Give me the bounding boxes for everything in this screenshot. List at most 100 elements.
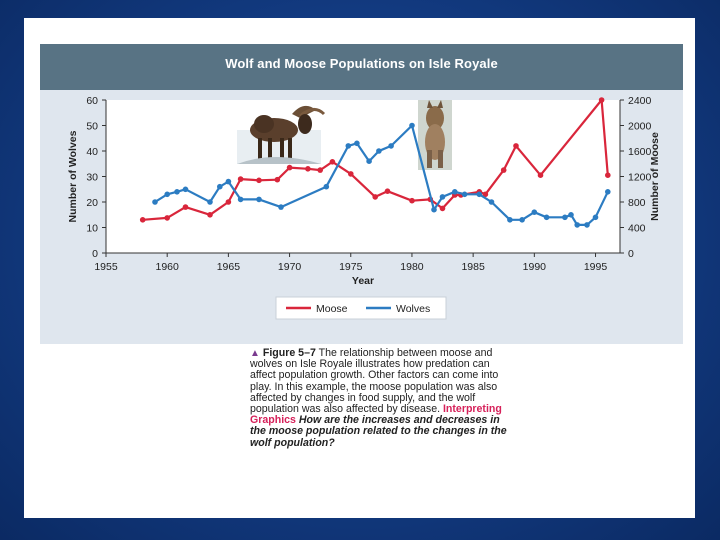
y-left-axis-title: Number of Wolves <box>67 130 79 222</box>
x-tick-label: 1965 <box>217 261 241 273</box>
y-right-tick-label: 1600 <box>628 146 652 158</box>
wolves-data-point <box>574 222 580 228</box>
wolves-data-point <box>592 214 599 221</box>
caption-text: The relationship between moose and wolve… <box>250 347 499 416</box>
wolves-data-point <box>507 217 513 223</box>
wolves-data-point <box>217 183 223 190</box>
x-tick-label: 1960 <box>156 261 180 273</box>
y-left-tick-label: 40 <box>86 146 98 158</box>
wolves-data-point <box>152 199 158 205</box>
x-tick-label: 1995 <box>584 261 608 273</box>
y-right-axis-title: Number of Moose <box>649 132 661 221</box>
moose-data-point <box>317 167 324 173</box>
y-left-tick-label: 30 <box>86 172 98 184</box>
legend-box <box>275 296 447 320</box>
y-right-tick-label: 1200 <box>628 172 652 184</box>
caption-question: How are the increases and decreases in t… <box>250 414 507 449</box>
wolves-data-point <box>531 209 538 215</box>
wolves-data-point <box>182 186 189 193</box>
y-right-tick-label: 0 <box>628 248 634 260</box>
legend: Moose Wolves <box>275 296 447 320</box>
chart-title: Wolf and Moose Populations on Isle Royal… <box>225 56 498 71</box>
y-left-tick-label: 0 <box>92 248 98 260</box>
chart-title-bar: Wolf and Moose Populations on Isle Royal… <box>40 44 683 90</box>
moose-data-point <box>139 217 146 223</box>
wolves-data-point <box>256 196 262 203</box>
moose-data-point <box>256 177 262 184</box>
triangle-icon: ▲ <box>250 348 260 359</box>
wolves-data-point <box>476 191 483 198</box>
y-left-tick-label: 10 <box>86 223 98 235</box>
slide: Wolf and Moose Populations on Isle Royal… <box>24 18 695 518</box>
moose-data-point <box>237 176 244 182</box>
wolves-data-point <box>568 212 574 218</box>
moose-data-point <box>329 159 336 165</box>
moose-data-point <box>305 166 311 172</box>
figure-label: Figure 5–7 <box>262 347 316 359</box>
wolves-data-point <box>354 140 360 147</box>
wolves-data-point <box>409 122 415 129</box>
moose-data-point <box>348 171 354 177</box>
x-tick-label: 1955 <box>94 261 118 273</box>
moose-data-point <box>164 215 170 221</box>
series-layer <box>139 97 611 228</box>
moose-data-point <box>537 172 544 178</box>
wolves-data-point <box>323 183 330 190</box>
legend-wolves-label: Wolves <box>396 303 430 315</box>
figure-caption: ▲ Figure 5–7 The relationship between mo… <box>250 347 510 449</box>
wolves-data-point <box>431 206 437 213</box>
plot-area <box>106 100 620 253</box>
x-tick-label: 1975 <box>339 261 363 273</box>
wolves-data-point <box>164 191 170 198</box>
x-tick-label: 1980 <box>400 261 424 273</box>
moose-data-point <box>439 205 446 212</box>
moose-data-point <box>225 199 232 205</box>
wolves-data-point <box>207 199 213 205</box>
wolves-data-point <box>237 196 244 203</box>
moose-data-point <box>482 191 489 198</box>
moose-data-point <box>500 167 507 173</box>
wolves-data-point <box>345 143 352 149</box>
moose-photo <box>237 105 326 164</box>
wolves-data-point <box>584 222 590 228</box>
moose-data-point <box>598 97 605 103</box>
wolves-data-point <box>225 178 232 185</box>
line-chart: 1955 1960 1965 1970 1975 1980 1985 1990 1995 0 10 2… <box>67 95 661 320</box>
y-left-tick-label: 60 <box>86 95 98 107</box>
x-tick-label: 1990 <box>523 261 547 273</box>
y-right-tick-label: 400 <box>628 223 646 235</box>
wolves-data-point <box>519 217 525 223</box>
axes: 1955 1960 1965 1970 1975 1980 1985 1990 1995 0 10 2… <box>67 95 661 287</box>
wolf-photo <box>418 100 452 170</box>
wolves-data-point <box>388 143 394 149</box>
moose-data-point <box>605 172 611 178</box>
x-tick-label: 1970 <box>278 261 302 273</box>
y-left-tick-label: 20 <box>86 197 98 209</box>
wolves-data-point <box>562 214 568 221</box>
wolves-data-point <box>543 214 550 221</box>
wolves-data-point <box>461 191 468 198</box>
moose-data-point <box>182 204 189 210</box>
wolves-data-point <box>278 204 284 210</box>
moose-data-point <box>274 176 281 183</box>
x-axis-title: Year <box>352 275 374 287</box>
moose-data-point <box>384 188 391 194</box>
interpreting-label: Interpreting Graphics <box>250 403 502 427</box>
wolves-data-point <box>452 189 458 195</box>
moose-data-point <box>513 143 519 149</box>
wolves-data-point <box>366 158 372 164</box>
legend-moose-label: Moose <box>316 303 348 315</box>
moose-data-point <box>409 197 415 204</box>
wolves-data-point <box>174 189 180 195</box>
wolves-data-point <box>439 194 446 200</box>
moose-data-point <box>372 194 379 200</box>
y-right-tick-label: 800 <box>628 197 646 209</box>
y-right-tick-label: 2000 <box>628 121 652 133</box>
x-tick-label: 1985 <box>461 261 485 273</box>
wolves-data-point <box>376 148 382 154</box>
wolves-data-point <box>488 199 495 205</box>
y-right-tick-label: 2400 <box>628 95 652 107</box>
moose-data-point <box>286 164 293 171</box>
wolves-data-point <box>605 189 611 195</box>
moose-data-point <box>207 212 213 218</box>
